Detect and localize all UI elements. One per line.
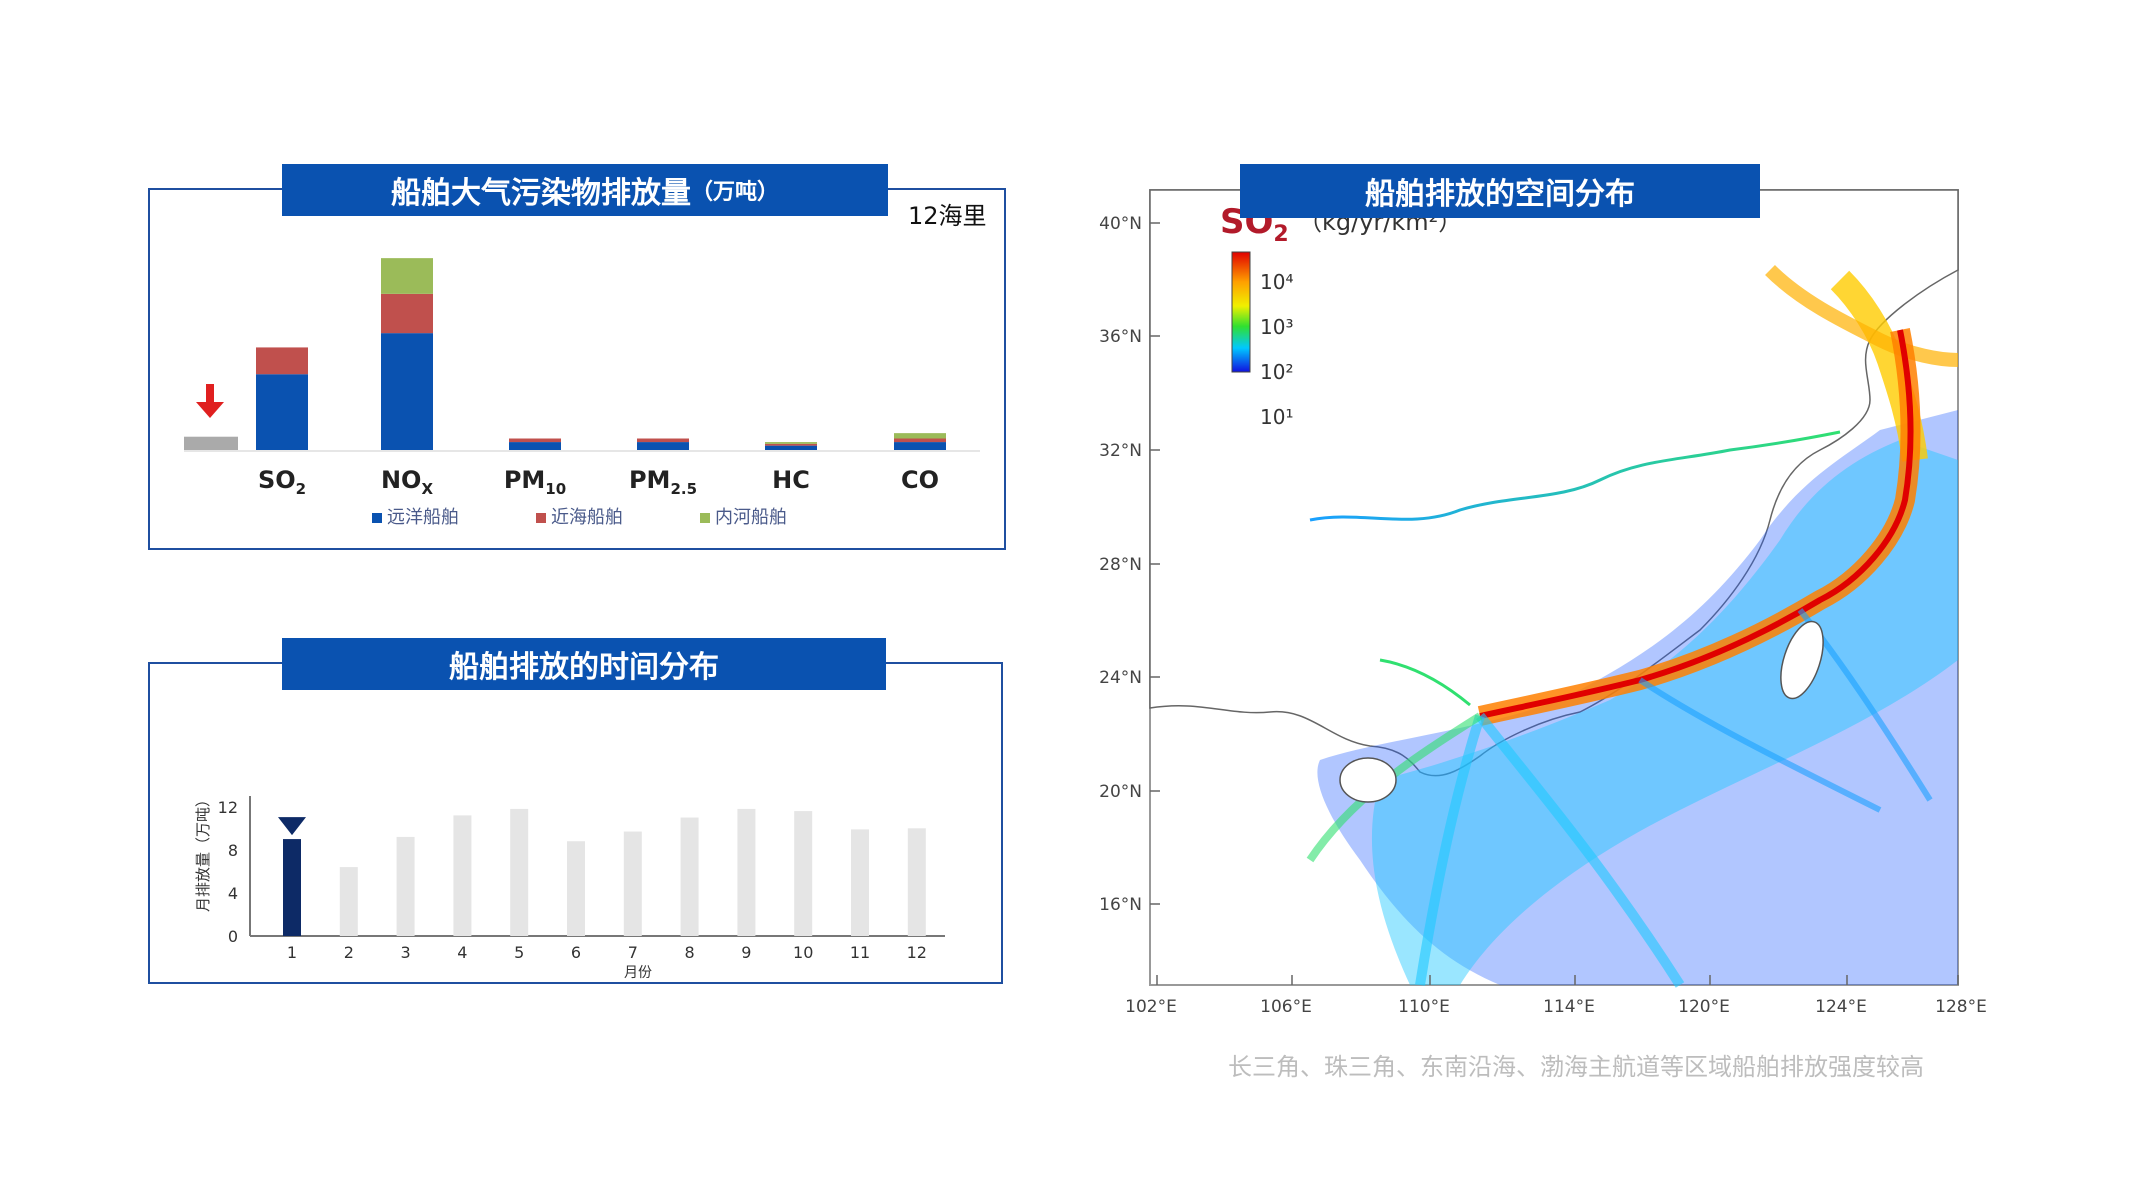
monthly-title: 船舶排放的时间分布 [449, 650, 719, 685]
lat-tick-label: 20°N [1099, 782, 1142, 802]
emissions-chart: SO2 NOX PM10 PM2.5 HC CO 远洋船舶 近海船舶 内河船舶 [184, 258, 980, 528]
bar-1-4 [637, 442, 689, 451]
x-tick-label: 1 [287, 943, 297, 962]
colorbar-label: 10³ [1260, 315, 1293, 339]
lon-tick-label: 106°E [1260, 997, 1312, 1017]
bar-1-2 [381, 333, 433, 451]
month-bar-1 [283, 839, 301, 936]
colorbar-label: 10⁴ [1260, 270, 1293, 294]
lat-tick-label: 32°N [1099, 441, 1142, 461]
legend-swatch [536, 513, 546, 523]
down-arrow-icon [196, 384, 224, 418]
monthly-ylabel: 月排放量（万吨） [194, 792, 212, 912]
lat-tick-label: 40°N [1099, 214, 1142, 234]
lat-tick-label: 24°N [1099, 668, 1142, 688]
map-emission-layer [1149, 189, 1959, 988]
colorbar-label: 10¹ [1260, 405, 1293, 429]
bar-3-6 [894, 433, 946, 439]
lon-tick-label: 124°E [1815, 997, 1867, 1017]
x-tick-label: 12 [907, 943, 927, 962]
map-colorbar [1231, 251, 1251, 373]
legend-swatch [700, 513, 710, 523]
category-label: HC [772, 466, 810, 494]
colorbar-label: 10² [1260, 360, 1293, 384]
month-bar-7 [623, 831, 642, 936]
month-bar-11 [851, 829, 869, 936]
lon-tick-label: 110°E [1398, 997, 1450, 1017]
category-label: SO2 [258, 466, 306, 498]
bar-1-6 [894, 442, 946, 451]
x-tick-label: 6 [571, 943, 581, 962]
bar-2-1 [256, 347, 308, 375]
x-tick-label: 4 [457, 943, 467, 962]
x-tick-label: 11 [850, 943, 870, 962]
y-tick-label: 12 [218, 798, 238, 817]
bar-1-3 [509, 442, 561, 451]
lon-tick-label: 102°E [1125, 997, 1177, 1017]
bar-1-1 [256, 374, 308, 451]
lat-tick-label: 28°N [1099, 555, 1142, 575]
lon-tick-label: 114°E [1543, 997, 1595, 1017]
category-label: PM10 [504, 466, 566, 498]
emissions-title-unit: （万吨） [690, 180, 779, 205]
month-bar-9 [737, 808, 756, 936]
map-caption: 长三角、珠三角、东南沿海、渤海主航道等区域船舶排放强度较高 [1228, 1053, 1924, 1081]
x-tick-label: 9 [741, 943, 751, 962]
lat-tick-label: 36°N [1099, 327, 1142, 347]
month-bar-5 [510, 808, 529, 936]
legend-swatch [372, 513, 382, 523]
x-tick-label: 10 [793, 943, 813, 962]
month-bar-3 [396, 836, 415, 936]
y-tick-label: 8 [228, 841, 238, 860]
x-tick-label: 2 [344, 943, 354, 962]
bar-3-2 [381, 258, 433, 294]
x-tick-label: 7 [628, 943, 638, 962]
bar-2-3 [509, 438, 561, 443]
y-tick-label: 0 [228, 927, 238, 946]
month-bar-6 [567, 841, 585, 936]
x-tick-label: 8 [685, 943, 695, 962]
nautical-mile-note: 12海里 [908, 202, 987, 230]
bar-2-5 [765, 443, 817, 446]
spatial-title: 船舶排放的空间分布 [1365, 177, 1635, 212]
monthly-title-banner: 船舶排放的时间分布 [282, 638, 886, 690]
highlight-marker-icon [278, 817, 306, 836]
category-label: NOX [381, 466, 434, 498]
bar-3-5 [765, 442, 817, 444]
legend-label: 内河船舶 [715, 507, 787, 528]
legend-label: 远洋船舶 [387, 507, 459, 528]
legend-label: 近海船舶 [551, 507, 623, 528]
lon-tick-label: 128°E [1935, 997, 1987, 1017]
y-tick-label: 4 [228, 884, 238, 903]
emissions-title-banner: 船舶大气污染物排放量 （万吨） [282, 164, 888, 216]
month-bar-10 [794, 811, 813, 936]
category-label: CO [901, 466, 939, 494]
bar-2-2 [381, 293, 433, 334]
lon-tick-label: 120°E [1678, 997, 1730, 1017]
lat-tick-label: 16°N [1099, 895, 1142, 915]
month-bar-8 [680, 817, 699, 936]
x-tick-label: 5 [514, 943, 524, 962]
bar-2-4 [637, 438, 689, 443]
bar-2-6 [894, 438, 946, 443]
spatial-map-frame: 40°N 36°N 32°N 28°N 24°N 20°N 16°N 102°E 106°E 1… [1099, 189, 1987, 1017]
spatial-title-banner: 船舶排放的空间分布 [1240, 164, 1760, 218]
x-tick-label: 3 [401, 943, 411, 962]
emissions-title: 船舶大气污染物排放量 [390, 176, 691, 211]
category-label: PM2.5 [629, 466, 697, 498]
month-bar-12 [907, 828, 926, 936]
monthly-xlabel: 月份 [624, 965, 652, 981]
month-bar-2 [339, 867, 358, 936]
month-bar-4 [453, 815, 472, 936]
reference-bar [184, 436, 238, 451]
bar-1-5 [765, 445, 817, 451]
